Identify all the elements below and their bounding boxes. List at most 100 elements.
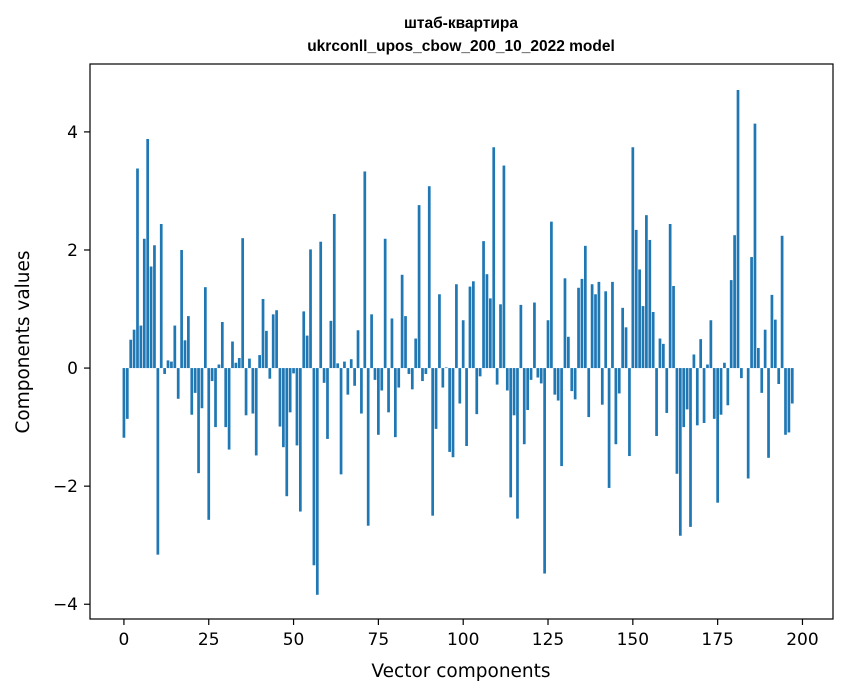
bar	[529, 368, 533, 380]
bar	[770, 294, 774, 369]
bar	[173, 325, 177, 369]
bar	[410, 368, 414, 390]
bar	[505, 368, 509, 391]
bar	[207, 368, 211, 520]
bar	[553, 368, 557, 395]
y-axis: −4 −2 0 2 4	[53, 123, 90, 615]
bar	[472, 281, 475, 369]
y-tick-label: 0	[67, 359, 78, 379]
bar	[265, 330, 268, 369]
bar	[455, 284, 458, 369]
bar	[282, 368, 285, 448]
bar	[655, 368, 658, 436]
bar	[787, 368, 791, 433]
x-tick-label: 200	[786, 630, 818, 650]
bar	[716, 368, 719, 503]
bar	[448, 368, 451, 452]
bar	[560, 368, 563, 467]
chart-title: штаб-квартира	[404, 15, 518, 32]
bar	[509, 368, 513, 498]
bar	[438, 294, 441, 369]
bar	[203, 287, 207, 369]
x-tick-label: 50	[283, 630, 305, 650]
bar	[668, 224, 672, 369]
bar	[570, 368, 574, 392]
bar	[550, 221, 553, 369]
bar	[757, 347, 760, 369]
bar	[628, 368, 631, 457]
bar	[621, 307, 625, 369]
bar	[648, 239, 652, 369]
chart-subtitle: ukrconll_upos_cbow_200_10_2022 model	[307, 38, 615, 55]
bar	[136, 168, 139, 369]
bar	[170, 361, 173, 369]
bar	[617, 368, 621, 394]
bar	[604, 291, 608, 369]
bar	[478, 368, 482, 377]
bar	[468, 286, 472, 369]
bar	[227, 368, 231, 450]
bar	[750, 257, 753, 369]
bar	[322, 368, 326, 383]
bar	[200, 368, 204, 409]
bar	[475, 368, 479, 415]
bar	[336, 363, 340, 369]
bar	[298, 368, 302, 512]
bar	[502, 165, 506, 369]
bar	[512, 368, 516, 416]
bar	[492, 147, 496, 369]
x-tick-label: 150	[617, 630, 649, 650]
bar	[142, 238, 146, 369]
bar	[740, 368, 743, 379]
bar	[315, 368, 319, 595]
x-tick-label: 25	[198, 630, 220, 650]
bar	[214, 368, 217, 428]
bar	[729, 280, 733, 369]
bar	[712, 368, 716, 419]
y-tick-label: −2	[53, 477, 78, 497]
bar	[461, 320, 465, 369]
bar	[784, 368, 787, 435]
bar	[271, 314, 275, 369]
bar	[682, 368, 686, 428]
bar	[580, 278, 584, 369]
bar	[587, 368, 591, 418]
bar	[237, 358, 241, 369]
y-axis-label: Components values	[13, 250, 34, 433]
bar	[424, 368, 428, 374]
bar	[346, 368, 350, 395]
bar	[363, 171, 367, 369]
bar	[607, 368, 611, 488]
bar	[723, 362, 726, 369]
bar	[577, 287, 580, 369]
bar	[539, 368, 543, 384]
bar	[183, 340, 187, 369]
bar	[573, 368, 577, 400]
bar	[594, 294, 597, 369]
bar	[268, 368, 272, 379]
bar	[176, 368, 180, 399]
bar	[600, 368, 604, 405]
bar	[339, 368, 343, 475]
bar	[624, 327, 628, 369]
bar	[689, 368, 692, 527]
bar	[736, 89, 740, 369]
bar	[241, 238, 245, 369]
bar	[146, 138, 150, 369]
bar	[675, 368, 679, 474]
bar	[614, 368, 618, 445]
bar	[319, 241, 323, 369]
bar	[332, 213, 336, 369]
bar	[353, 368, 356, 386]
bar	[665, 368, 669, 413]
x-axis-label: Vector components	[371, 661, 550, 682]
bar	[210, 368, 214, 382]
bar	[658, 338, 662, 369]
x-axis: 0 25 50 75 100 125 150 175 200	[119, 619, 819, 650]
bar	[706, 364, 709, 369]
bar	[427, 186, 431, 369]
bar	[451, 368, 455, 458]
bar	[546, 320, 550, 369]
bar	[651, 311, 655, 369]
